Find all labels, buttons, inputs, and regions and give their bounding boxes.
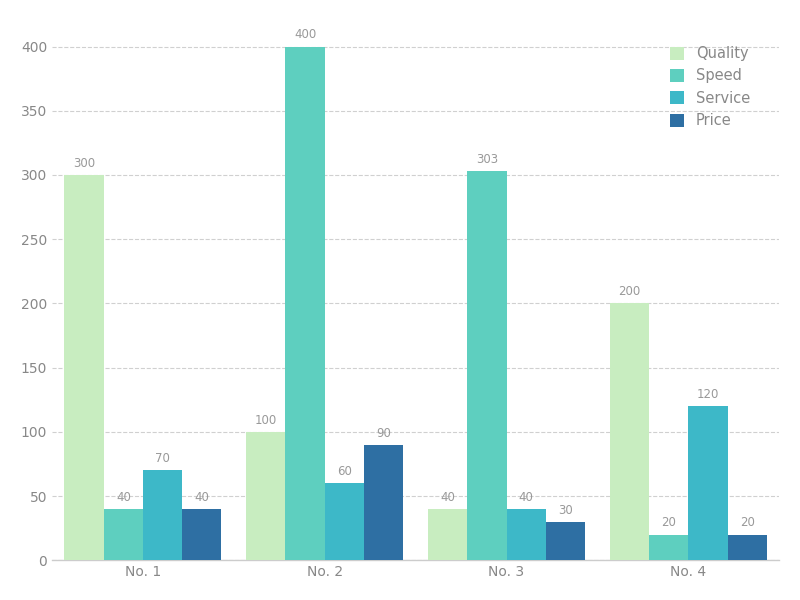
Text: 30: 30	[558, 503, 573, 517]
Text: 40: 40	[116, 491, 130, 504]
Bar	[182, 509, 222, 560]
Text: 40: 40	[518, 491, 534, 504]
Bar	[286, 47, 325, 560]
Bar	[506, 509, 546, 560]
Bar	[688, 406, 727, 560]
Text: 90: 90	[376, 427, 391, 440]
Text: 300: 300	[73, 157, 95, 170]
Text: 60: 60	[337, 465, 352, 478]
Bar	[428, 509, 467, 560]
Legend: Quality, Speed, Service, Price: Quality, Speed, Service, Price	[662, 39, 758, 136]
Bar	[364, 445, 403, 560]
Text: 40: 40	[440, 491, 455, 504]
Text: 40: 40	[194, 491, 210, 504]
Bar	[467, 171, 506, 560]
Text: 20: 20	[740, 517, 754, 529]
Text: 400: 400	[294, 28, 316, 41]
Text: 200: 200	[618, 285, 641, 298]
Bar	[727, 535, 766, 560]
Text: 303: 303	[476, 153, 498, 166]
Bar	[246, 432, 286, 560]
Bar	[104, 509, 143, 560]
Bar	[65, 175, 104, 560]
Bar	[143, 470, 182, 560]
Bar	[610, 304, 649, 560]
Bar	[546, 522, 585, 560]
Text: 100: 100	[254, 414, 277, 427]
Bar	[325, 483, 364, 560]
Bar	[649, 535, 688, 560]
Text: 20: 20	[662, 517, 676, 529]
Text: 120: 120	[697, 388, 719, 401]
Text: 70: 70	[155, 452, 170, 465]
